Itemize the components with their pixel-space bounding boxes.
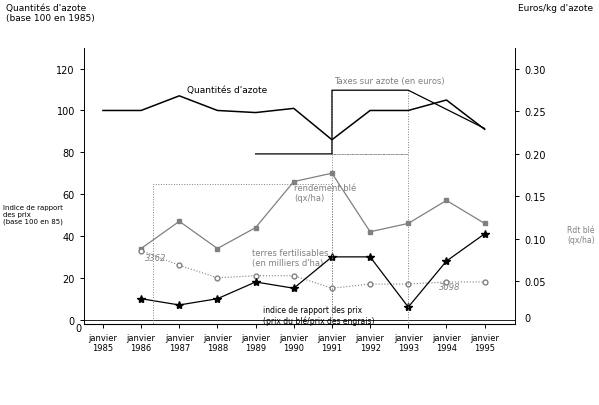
Text: Indice de rapport
des prix
(base 100 en 85): Indice de rapport des prix (base 100 en … [3,205,63,225]
Text: Quantités d'azote: Quantités d'azote [187,85,267,94]
Text: Taxes sur azote (en euros): Taxes sur azote (en euros) [334,77,444,86]
Text: terres fertilisables
(en milliers d'ha): terres fertilisables (en milliers d'ha) [252,248,328,268]
Text: rendement blé
(qx/ha): rendement blé (qx/ha) [294,183,356,203]
Text: indice de rapport des prix
(prix du blé/prix des engrais): indice de rapport des prix (prix du blé/… [263,305,375,325]
Text: 0: 0 [75,323,81,333]
Text: Quantités d'azote
(base 100 en 1985): Quantités d'azote (base 100 en 1985) [6,4,95,23]
Text: 0: 0 [525,313,531,323]
Text: Euros/kg d'azote: Euros/kg d'azote [518,4,593,13]
Text: Rdt blé
(qx/ha): Rdt blé (qx/ha) [567,225,595,245]
Text: 3362: 3362 [145,254,167,262]
Text: 3098: 3098 [439,283,460,292]
